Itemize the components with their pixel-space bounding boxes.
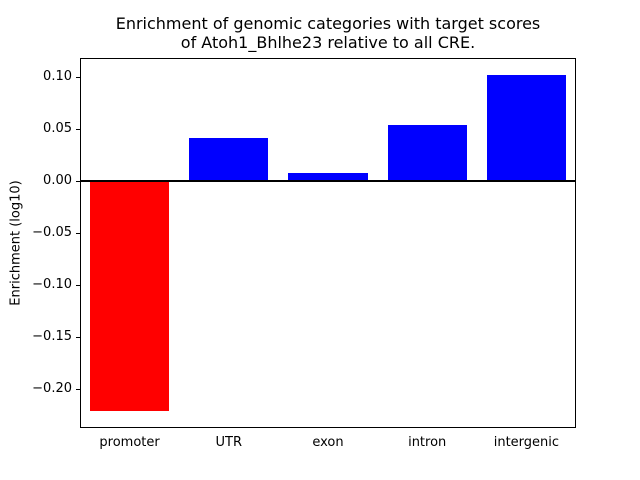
y-tick-mark	[76, 388, 80, 390]
y-tick-label: −0.10	[32, 276, 72, 292]
y-tick-mark	[76, 128, 80, 130]
y-tick-label: −0.20	[32, 380, 72, 396]
bar-exon	[288, 173, 368, 181]
y-tick-label: −0.15	[32, 328, 72, 344]
y-tick-mark	[76, 336, 80, 338]
chart-title-line-2: of Atoh1_Bhlhe23 relative to all CRE.	[180, 33, 476, 52]
x-tick-label-promoter: promoter	[99, 435, 160, 450]
y-tick-label: 0.10	[43, 68, 72, 84]
bar-UTR	[189, 138, 269, 181]
y-tick-label: 0.05	[43, 120, 72, 136]
x-tick-label-intron: intron	[408, 435, 447, 450]
chart-title-line-1: Enrichment of genomic categories with ta…	[115, 14, 541, 33]
bar-intergenic	[486, 74, 567, 181]
zero-axis-line	[80, 179, 576, 182]
y-tick-mark	[76, 76, 80, 78]
y-tick-mark	[76, 180, 80, 182]
x-tick-label-exon: exon	[312, 435, 344, 450]
y-tick-label: 0.00	[43, 172, 72, 188]
y-tick-label: −0.05	[32, 224, 72, 240]
x-tick-label-UTR: UTR	[215, 435, 243, 450]
y-tick-mark	[76, 232, 80, 234]
x-tick-label-intergenic: intergenic	[493, 435, 560, 450]
bar-promoter	[89, 180, 170, 412]
bar-intron	[387, 124, 467, 181]
y-tick-mark	[76, 284, 80, 286]
